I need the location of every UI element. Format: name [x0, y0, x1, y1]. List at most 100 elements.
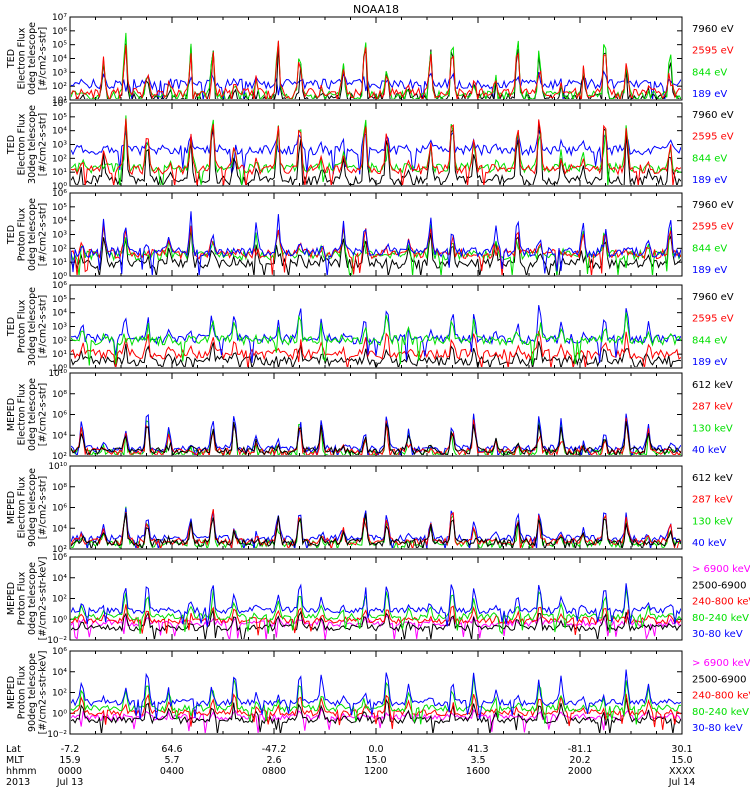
y-axis-label: MEPEDProton Flux0deg telescope[#/cm2-s-s… [6, 557, 49, 641]
y-tick-label: 10³ [52, 141, 67, 151]
y-axis-label-line: [#/cm2-s-str] [38, 295, 49, 358]
series-blue [71, 583, 681, 628]
y-axis-label-line: [#/cm2-s-str] [38, 203, 49, 266]
y-axis-label-line: [#/cm2-s-str] [38, 113, 49, 176]
y-tick-label: 10² [52, 244, 67, 254]
y-axis-label-line: 90deg telescope [27, 468, 38, 547]
y-tick-label: 10⁻² [47, 636, 67, 646]
series-green [71, 675, 681, 725]
y-axis-label-line: Electron Flux [17, 383, 28, 445]
y-axis-label-line: 0deg telescope [27, 562, 38, 635]
series-blue [71, 211, 681, 275]
y-axis-label-line: Proton Flux [17, 299, 28, 353]
series-traces [71, 669, 681, 733]
y-tick-label: 10⁴ [52, 524, 67, 534]
series-traces [71, 506, 681, 548]
series-red [71, 508, 681, 548]
y-axis-label-line: TED [6, 317, 17, 337]
series-black [71, 421, 681, 455]
legend-entry: 844 eV [692, 153, 727, 164]
y-tick-label: 10⁶ [52, 27, 67, 37]
y-tick-label: 10⁶ [52, 411, 67, 421]
series-green [71, 588, 681, 635]
x-tick-label-mlt: 15.0 [671, 755, 692, 766]
series-blue [71, 305, 681, 364]
x-tick-label-lat: 0.0 [368, 744, 383, 755]
x-tick-label-mlt: 3.5 [470, 755, 485, 766]
y-tick-label: 10⁶ [52, 647, 67, 657]
legend-entry: 7960 eV [692, 292, 734, 303]
x-tick-label-mlt: 20.2 [569, 755, 590, 766]
y-tick-label: 10¹ [52, 168, 67, 178]
series-black [71, 512, 681, 548]
y-tick-label: 10⁻² [47, 730, 67, 740]
legend-entry: 189 eV [692, 265, 727, 276]
series-traces [71, 32, 681, 99]
y-tick-label: 10¹ [52, 258, 67, 268]
legend-entry: 240-800 keV [692, 691, 750, 702]
y-tick-label: 10⁷ [52, 13, 67, 23]
y-tick-label: 10¹⁰ [48, 462, 67, 472]
y-axis-label: MEPEDProton Flux90deg telescope[#/cm2-s-… [6, 651, 49, 735]
figure-title: NOAA18 [353, 3, 399, 16]
y-tick-label: 10⁵ [52, 41, 67, 51]
legend-entry: 40 keV [692, 538, 726, 549]
series-blue [71, 129, 681, 175]
legend-entry: 7960 eV [692, 110, 734, 121]
y-axis-label-line: Electron Flux [17, 476, 28, 538]
y-axis-label-line: Electron Flux [17, 113, 28, 175]
series-green [71, 115, 681, 185]
x-tick-label-hhmm: 1600 [466, 766, 490, 777]
x-tick-label-mlt: 15.9 [59, 755, 80, 766]
x-tick-label-mlt: 5.7 [164, 755, 179, 766]
y-axis-label: TEDProton Flux0deg telescope[#/cm2-s-str… [6, 198, 49, 271]
x-tick-label-date: Jul 14 [668, 777, 696, 788]
y-axis-label: MEPEDElectron Flux90deg telescope[#/cm2-… [6, 468, 49, 547]
y-tick-label: 10² [52, 689, 67, 699]
legend-entry: 7960 eV [692, 200, 734, 211]
axis-row-lat: Lat [6, 744, 21, 755]
y-axis-label-line: Proton Flux [17, 207, 28, 261]
y-axis-label: MEPEDElectron Flux0deg telescope[#/cm2-s… [6, 378, 49, 451]
legend-entry: 80-240 keV [692, 707, 749, 718]
y-tick-label: 10⁰ [52, 615, 67, 625]
x-tick-label-lat: -81.1 [568, 744, 593, 755]
legend-entry: 2595 eV [692, 132, 734, 143]
x-tick-label-lat: -7.2 [61, 744, 80, 755]
y-axis-label-line: TED [6, 225, 17, 245]
x-tick-label-hhmm: XXXX [669, 766, 696, 777]
x-tick-label-mlt: 15.0 [365, 755, 386, 766]
y-axis-label-line: TED [6, 49, 17, 69]
y-tick-label: 10⁴ [52, 668, 67, 678]
series-blue [71, 669, 681, 720]
y-axis-label-line: MEPED [6, 676, 17, 709]
legend-entry: 7960 eV [692, 24, 734, 35]
y-tick-label: 10⁰ [52, 364, 67, 374]
panel-frame [69, 16, 683, 101]
y-tick-label: 10⁴ [52, 574, 67, 584]
y-tick-label: 10⁴ [52, 309, 67, 319]
x-tick-label-hhmm: 0800 [262, 766, 286, 777]
y-tick-label: 10⁶ [52, 189, 67, 199]
y-tick-label: 10² [52, 452, 67, 462]
series-green [71, 312, 681, 366]
series-traces [71, 115, 681, 185]
legend-entry: 844 eV [692, 335, 727, 346]
y-tick-label: 10⁶ [52, 281, 67, 291]
axis-row-mlt: MLT [6, 755, 24, 766]
y-tick-label: 10⁸ [52, 390, 67, 400]
legend-entry: 30-80 keV [692, 723, 743, 734]
y-tick-label: 10³ [52, 68, 67, 78]
y-tick-label: 10⁰ [52, 709, 67, 719]
y-axis-label: TEDElectron Flux0deg telescope[#/cm2-s-s… [6, 22, 49, 95]
series-traces [71, 211, 681, 275]
